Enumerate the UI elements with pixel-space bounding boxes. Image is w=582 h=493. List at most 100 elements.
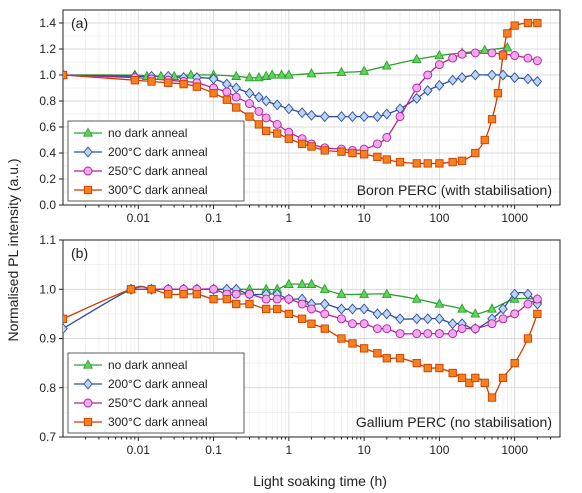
data-point — [359, 150, 369, 159]
y-tick-label: 1.0 — [39, 68, 56, 82]
data-point — [273, 304, 282, 314]
y-tick-label: 0.9 — [39, 332, 56, 346]
data-point — [222, 87, 232, 97]
x-tick-label: 10 — [357, 211, 371, 225]
legend-label: 200°C dark anneal — [108, 377, 208, 391]
data-point — [381, 288, 392, 298]
legend-label: 200°C dark anneal — [108, 145, 208, 159]
data-point — [262, 126, 271, 136]
data-point — [498, 373, 508, 383]
data-point — [254, 120, 264, 129]
data-point — [412, 83, 422, 93]
y-tick-label: 1.0 — [39, 282, 56, 296]
data-point — [155, 70, 166, 80]
data-point — [372, 139, 382, 149]
y-tick-label: 1.2 — [39, 42, 56, 56]
data-point — [320, 309, 330, 319]
data-point — [276, 69, 287, 79]
y-tick-label: 1.1 — [39, 233, 56, 247]
data-point — [297, 107, 307, 119]
data-point — [510, 309, 520, 319]
data-point — [532, 76, 543, 87]
y-tick-label: 0.0 — [39, 198, 56, 212]
data-point — [498, 51, 508, 60]
data-point — [307, 304, 316, 314]
data-point — [231, 289, 241, 299]
data-point — [222, 294, 231, 304]
y-tick-label: 0.6 — [39, 120, 56, 134]
data-point — [231, 82, 242, 94]
data-point — [63, 323, 68, 335]
data-point — [272, 294, 282, 304]
data-point — [244, 71, 255, 82]
data-point — [283, 278, 294, 288]
legend-box — [67, 120, 245, 202]
data-point — [232, 103, 241, 112]
data-layer — [63, 278, 543, 402]
legend: no dark anneal 200°C dark anneal 250°C dar… — [67, 352, 245, 434]
data-point — [192, 82, 202, 91]
data-point — [273, 129, 282, 138]
data-point — [209, 89, 218, 98]
data-point — [336, 288, 347, 298]
legend-marker — [83, 185, 93, 195]
data-point — [487, 393, 497, 402]
data-point — [434, 298, 445, 308]
data-point — [411, 293, 422, 303]
data-point — [434, 60, 444, 70]
data-point — [523, 334, 533, 343]
data-point — [395, 313, 405, 325]
data-point — [222, 95, 231, 104]
data-point — [423, 70, 433, 80]
data-point — [297, 278, 308, 288]
y-tick-label: 0.2 — [39, 172, 56, 186]
data-point — [261, 113, 271, 123]
data-point — [382, 132, 392, 142]
data-point — [254, 91, 264, 103]
data-point — [422, 313, 433, 325]
data-point — [232, 299, 241, 309]
data-point — [179, 79, 188, 89]
data-point — [307, 319, 316, 328]
data-point — [348, 148, 357, 158]
data-point — [164, 290, 173, 299]
data-layer — [63, 18, 543, 168]
data-point — [503, 29, 512, 38]
y-axis-title: Normalised PL intensity (a.u.) — [5, 158, 21, 341]
data-point — [448, 53, 458, 63]
data-point — [320, 324, 329, 333]
data-point — [245, 99, 254, 109]
data-point — [502, 42, 513, 52]
data-point — [395, 112, 405, 122]
data-point — [457, 72, 467, 84]
data-point — [523, 18, 533, 28]
legend: no dark anneal 200°C dark anneal 250°C dar… — [67, 120, 245, 202]
data-point — [509, 72, 520, 84]
data-point — [423, 159, 432, 168]
data-point — [382, 324, 392, 334]
data-point — [509, 288, 520, 300]
data-point — [382, 354, 391, 363]
data-point — [359, 344, 369, 353]
data-point — [480, 378, 489, 387]
data-point — [245, 112, 254, 121]
data-point — [284, 103, 294, 115]
legend-label: 300°C dark anneal — [108, 415, 208, 429]
data-point — [422, 85, 433, 97]
legend-marker — [83, 166, 93, 176]
y-tick-label: 0.8 — [39, 381, 56, 395]
legend-label: 250°C dark anneal — [108, 164, 208, 178]
data-point — [448, 368, 457, 378]
data-point — [126, 285, 136, 294]
data-point — [347, 303, 358, 315]
data-point — [465, 378, 474, 387]
data-point — [523, 288, 533, 300]
data-point — [382, 155, 391, 164]
data-point — [470, 69, 481, 81]
data-point — [411, 53, 422, 64]
data-point — [395, 329, 405, 339]
data-point — [448, 329, 458, 339]
data-point — [336, 303, 347, 315]
data-point — [434, 313, 445, 325]
